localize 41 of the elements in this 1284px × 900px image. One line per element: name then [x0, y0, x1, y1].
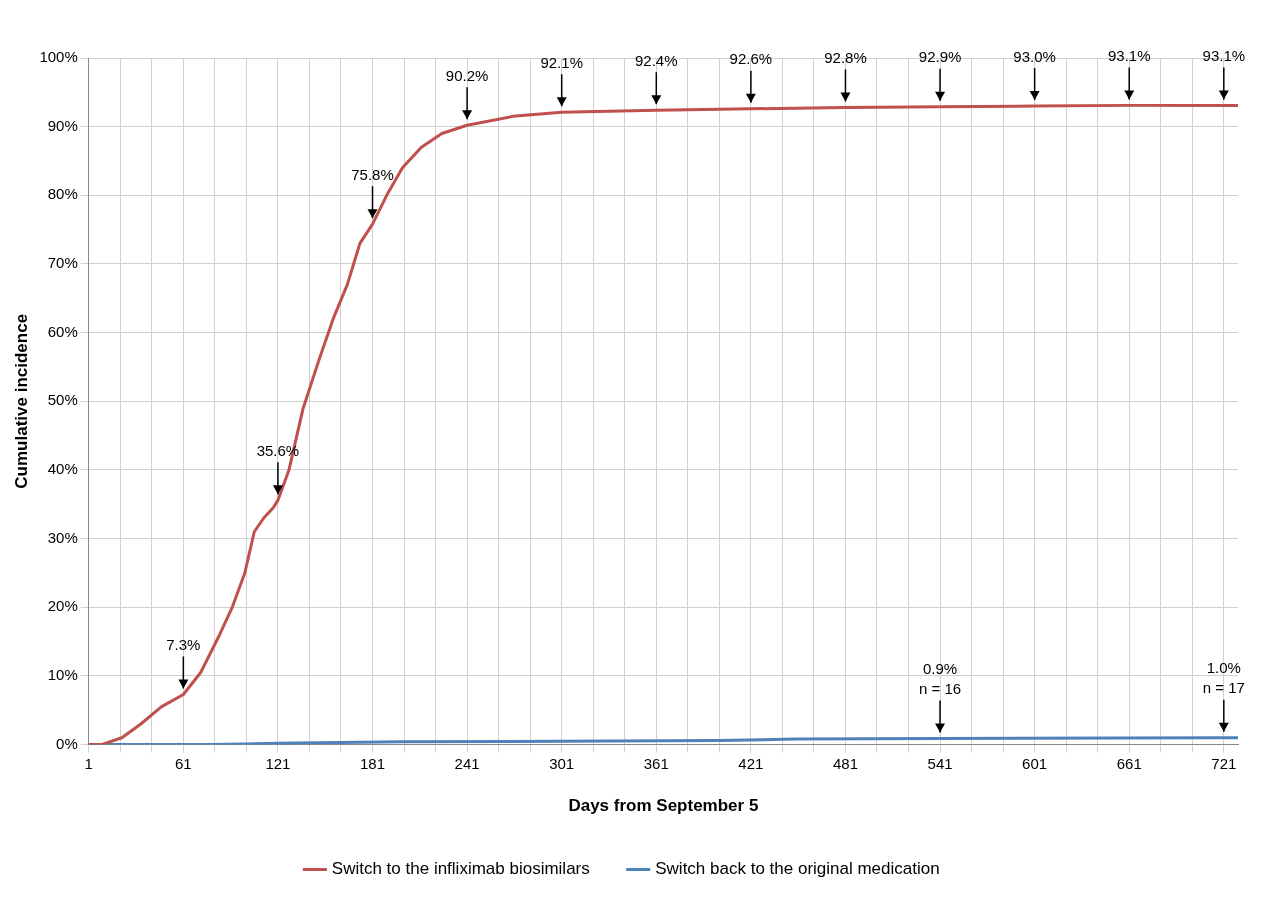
y-tick-label: 60% [47, 322, 78, 340]
y-tick-label: 50% [47, 391, 78, 409]
annotation: 90.2% [445, 66, 489, 84]
annotation: 75.8% [351, 165, 394, 183]
annotation: 92.6% [729, 50, 773, 68]
y-tick-label: 0% [56, 734, 78, 752]
x-tick-label: 1 [84, 754, 93, 772]
x-axis-title: Days from September 5 [568, 796, 759, 816]
y-tick-label: 90% [47, 116, 78, 134]
annotation: 0.9% n = 16 [918, 660, 962, 698]
y-tick-label: 70% [47, 254, 78, 272]
x-tick-label: 481 [832, 754, 858, 772]
annotation: 93.1% [1107, 47, 1151, 65]
x-tick-label: 601 [1022, 754, 1048, 772]
legend-label: Switch to the infliximab biosimilars [331, 859, 590, 879]
x-tick-label: 661 [1116, 754, 1142, 772]
annotation: 93.1% [1202, 47, 1246, 65]
x-tick-label: 361 [643, 754, 669, 772]
y-tick-label: 100% [39, 48, 78, 66]
y-axis-title: Cumulative incidence [11, 313, 31, 489]
annotation: 92.8% [824, 49, 867, 67]
y-tick-label: 40% [47, 460, 78, 478]
x-tick-label: 301 [549, 754, 575, 772]
annotation: 1.0% n = 17 [1202, 659, 1245, 697]
y-tick-label: 20% [47, 597, 78, 615]
x-tick-label: 721 [1211, 754, 1237, 772]
annotation: 92.1% [540, 53, 583, 71]
x-tick-label: 541 [927, 754, 953, 772]
legend-label: Switch back to the original medication [655, 859, 940, 879]
y-tick-label: 80% [47, 185, 78, 203]
x-tick-label: 121 [265, 754, 291, 772]
annotation: 93.0% [1013, 47, 1056, 65]
x-tick-label: 421 [738, 754, 764, 772]
y-tick-label: 30% [47, 528, 78, 546]
x-tick-label: 181 [360, 754, 386, 772]
x-tick-label: 61 [175, 754, 192, 772]
annotation: 7.3% [166, 636, 201, 654]
annotation: 92.9% [918, 48, 962, 66]
x-tick-label: 241 [454, 754, 480, 772]
annotation: 92.4% [635, 51, 678, 69]
y-tick-label: 10% [47, 666, 78, 684]
